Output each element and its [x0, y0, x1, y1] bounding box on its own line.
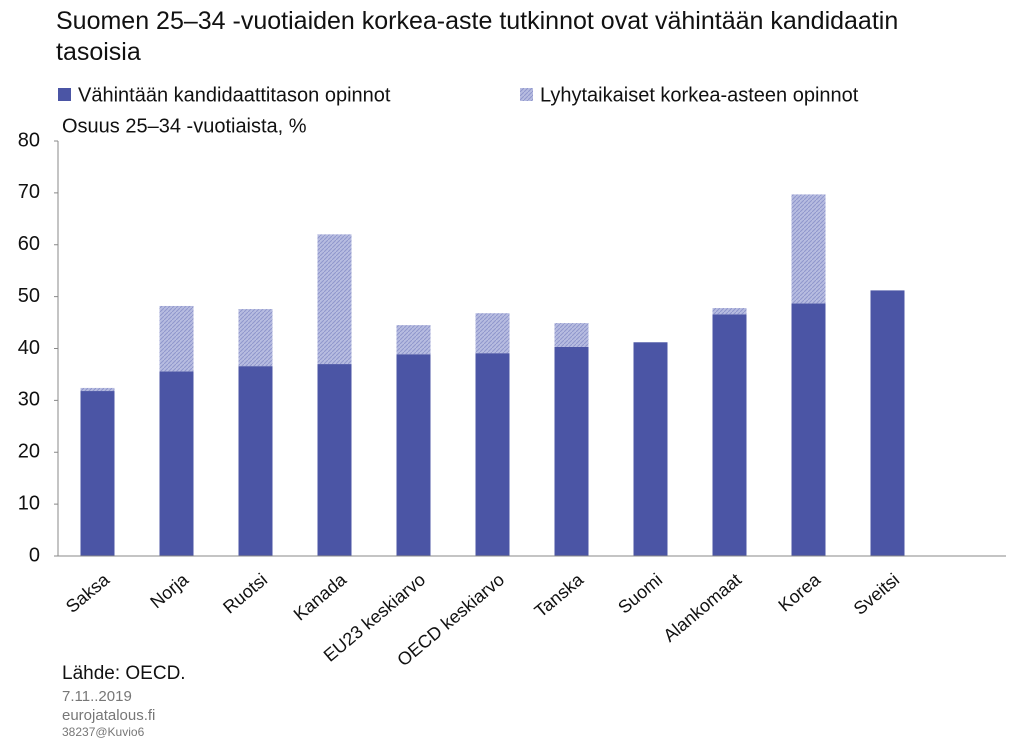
bar — [633, 342, 668, 556]
y-tick-label: 10 — [18, 492, 40, 514]
legend-swatch — [58, 88, 71, 101]
bar — [317, 364, 352, 556]
bar — [238, 309, 273, 367]
x-tick-label: Sveitsi — [850, 569, 903, 618]
bar — [554, 323, 589, 347]
bar — [791, 194, 826, 304]
x-tick-label: Norja — [146, 569, 193, 613]
bar — [712, 308, 747, 315]
bar — [396, 325, 431, 355]
source: Lähde: OECD. — [62, 663, 186, 684]
bar — [80, 387, 115, 392]
chart-title: Suomen 25–34 -vuotiaiden korkea-aste tut… — [56, 7, 899, 66]
bar — [317, 234, 352, 365]
y-tick-label: 0 — [29, 544, 40, 566]
x-tick-label: Ruotsi — [219, 569, 271, 617]
y-tick-label: 70 — [18, 181, 40, 203]
x-tick-label: Korea — [774, 569, 824, 616]
legend-label: Vähintään kandidaattitason opinnot — [78, 84, 391, 106]
y-tick-label: 60 — [18, 233, 40, 255]
code: 38237@Kuvio6 — [62, 725, 145, 739]
x-tick-label: Alankomaat — [659, 569, 745, 645]
bar — [159, 305, 194, 372]
bar — [554, 346, 589, 556]
x-tick-label: Tanska — [531, 569, 588, 622]
bar — [396, 354, 431, 556]
bar — [475, 353, 510, 556]
bar — [870, 290, 905, 556]
legend-swatch — [520, 88, 533, 101]
bar — [80, 391, 115, 556]
legend-label: Lyhytaikaiset korkea-asteen opinnot — [540, 84, 859, 106]
site: eurojatalous.fi — [62, 707, 155, 724]
bar — [238, 366, 273, 556]
x-tick-label: Kanada — [290, 569, 351, 625]
date: 7.11..2019 — [62, 688, 132, 705]
y-tick-label: 80 — [18, 129, 40, 151]
y-axis-label: Osuus 25–34 -vuotiaista, % — [62, 115, 307, 137]
y-tick-label: 40 — [18, 337, 40, 359]
y-tick-label: 20 — [18, 441, 40, 463]
x-tick-label: Suomi — [614, 569, 666, 617]
bar — [159, 371, 194, 556]
bar — [791, 303, 826, 556]
y-tick-label: 30 — [18, 389, 40, 411]
bar — [475, 313, 510, 354]
bar — [712, 314, 747, 556]
x-tick-label: Saksa — [62, 569, 114, 617]
y-tick-label: 50 — [18, 285, 40, 307]
